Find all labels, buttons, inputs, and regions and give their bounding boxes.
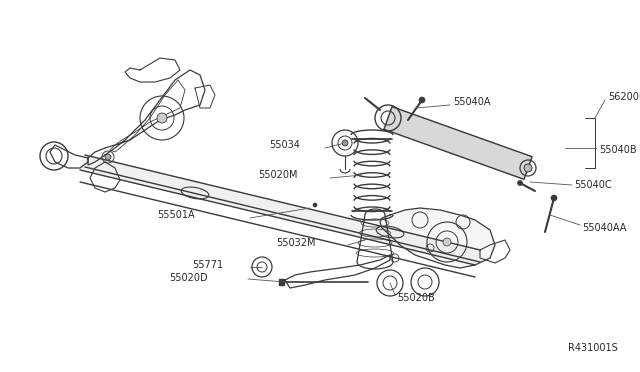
- Circle shape: [551, 195, 557, 201]
- Text: 55501A: 55501A: [157, 210, 195, 220]
- Polygon shape: [380, 208, 495, 268]
- Text: 55040C: 55040C: [574, 180, 612, 190]
- Circle shape: [157, 113, 167, 123]
- Text: 55771: 55771: [192, 260, 223, 270]
- Circle shape: [518, 180, 522, 186]
- Circle shape: [443, 238, 451, 246]
- Circle shape: [524, 164, 532, 172]
- Polygon shape: [80, 155, 480, 265]
- Text: 55034: 55034: [269, 140, 300, 150]
- Circle shape: [313, 203, 317, 207]
- Circle shape: [342, 140, 348, 146]
- Text: 55032M: 55032M: [276, 238, 316, 248]
- Text: 55020B: 55020B: [397, 293, 435, 303]
- Circle shape: [419, 97, 425, 103]
- Text: 55040A: 55040A: [453, 97, 490, 107]
- Circle shape: [105, 154, 111, 160]
- Polygon shape: [279, 279, 284, 285]
- Text: 55020D: 55020D: [170, 273, 208, 283]
- Text: 55040B: 55040B: [599, 145, 637, 155]
- Text: R431001S: R431001S: [568, 343, 618, 353]
- Polygon shape: [384, 107, 532, 179]
- Text: 56200K: 56200K: [608, 92, 640, 102]
- Text: 55020M: 55020M: [259, 170, 298, 180]
- Text: 55040AA: 55040AA: [582, 223, 627, 233]
